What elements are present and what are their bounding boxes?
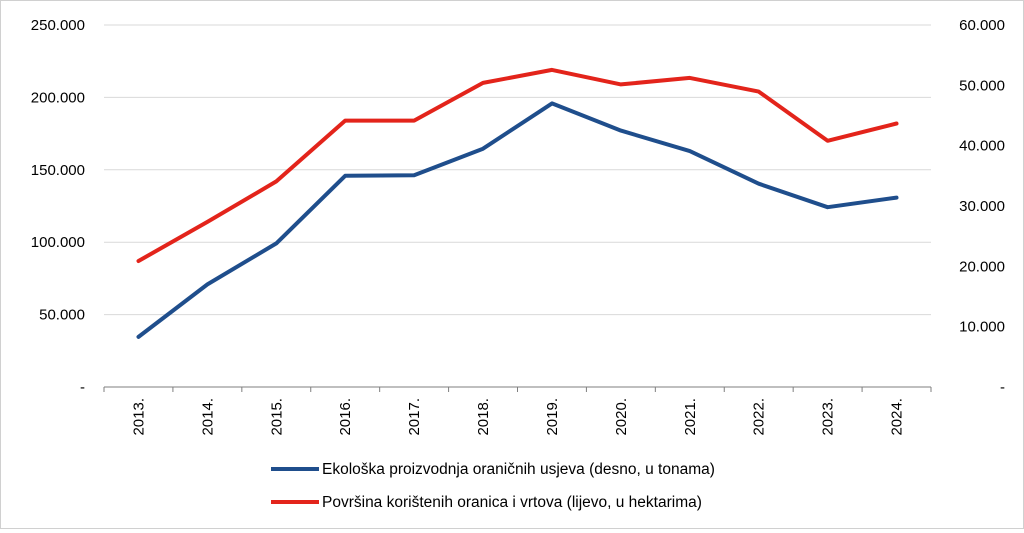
axes [104,387,931,392]
legend-label: Površina korištenih oranica i vrtova (li… [322,494,702,511]
right-tick-label: 60.000 [959,17,1005,34]
right-tick-label: 30.000 [959,198,1005,215]
x-tick-label: 2015. [268,398,285,436]
left-tick-label: 50.000 [39,307,85,324]
x-tick-label: 2023. [820,398,837,436]
right-axis-ticks: - 10.000 20.000 30.000 40.000 50.000 60.000 [959,17,1005,396]
left-tick-label: 250.000 [31,17,85,34]
left-tick-label: - [80,379,85,396]
x-tick-label: 2013. [130,398,147,436]
left-tick-label: 100.000 [31,234,85,251]
left-tick-label: 200.000 [31,89,85,106]
left-tick-label: 150.000 [31,162,85,179]
right-tick-label: 10.000 [959,319,1005,336]
x-tick-label: 2016. [337,398,354,436]
right-tick-label: - [1000,379,1005,396]
legend-label: Ekološka proizvodnja oraničnih usjeva (d… [322,461,715,478]
legend: Ekološka proizvodnja oraničnih usjeva (d… [271,461,715,511]
series-line-1 [139,70,897,261]
right-tick-label: 50.000 [959,77,1005,94]
x-tick-label: 2024. [889,398,906,436]
x-tick-label: 2017. [406,398,423,436]
series-line-0 [139,103,897,337]
x-tick-label: 2021. [682,398,699,436]
right-tick-label: 40.000 [959,138,1005,155]
series-lines [138,70,896,337]
x-axis-ticks: 2013. 2014. 2015. 2016. 2017. 2018. 2019. 2020.… [130,398,905,436]
right-tick-label: 20.000 [959,258,1005,275]
left-axis-ticks: - 50.000 100.000 150.000 200.000 250.000 [31,17,85,396]
x-tick-label: 2022. [751,398,768,436]
x-tick-label: 2014. [199,398,216,436]
x-tick-label: 2019. [544,398,561,436]
x-tick-label: 2018. [475,398,492,436]
x-tick-label: 2020. [613,398,630,436]
